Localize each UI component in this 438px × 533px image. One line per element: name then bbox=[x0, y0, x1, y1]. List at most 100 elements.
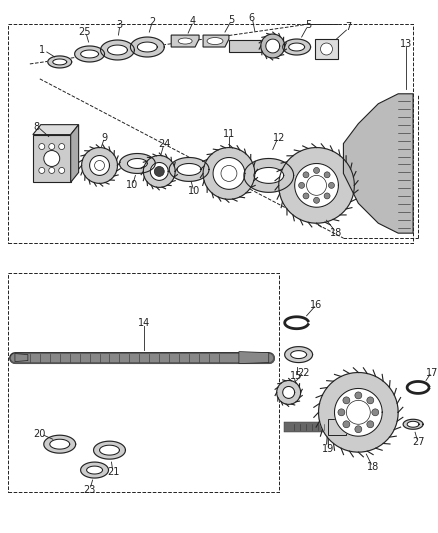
Polygon shape bbox=[291, 351, 307, 359]
Text: 15: 15 bbox=[290, 372, 303, 382]
Text: 7: 7 bbox=[345, 22, 352, 32]
Text: 25: 25 bbox=[78, 27, 91, 37]
Text: 6: 6 bbox=[249, 13, 255, 23]
Circle shape bbox=[95, 160, 105, 171]
Polygon shape bbox=[71, 125, 79, 182]
Polygon shape bbox=[81, 462, 109, 478]
Polygon shape bbox=[203, 148, 255, 199]
Polygon shape bbox=[87, 466, 102, 474]
Circle shape bbox=[355, 392, 362, 399]
Circle shape bbox=[324, 172, 330, 178]
Polygon shape bbox=[343, 94, 413, 233]
Circle shape bbox=[49, 167, 55, 173]
Text: 18: 18 bbox=[367, 462, 379, 472]
Polygon shape bbox=[254, 167, 284, 183]
Text: 23: 23 bbox=[83, 485, 96, 495]
Polygon shape bbox=[285, 346, 313, 362]
Text: 13: 13 bbox=[400, 39, 412, 49]
Circle shape bbox=[321, 43, 332, 55]
Polygon shape bbox=[15, 353, 28, 361]
Polygon shape bbox=[203, 35, 229, 47]
Polygon shape bbox=[48, 56, 72, 68]
Circle shape bbox=[372, 409, 379, 416]
Polygon shape bbox=[131, 37, 164, 57]
Polygon shape bbox=[44, 435, 76, 453]
Polygon shape bbox=[81, 50, 99, 58]
Bar bbox=[229, 40, 269, 52]
Ellipse shape bbox=[178, 38, 192, 44]
Polygon shape bbox=[283, 39, 311, 55]
Polygon shape bbox=[318, 373, 398, 452]
Text: 2: 2 bbox=[149, 17, 155, 27]
Circle shape bbox=[338, 409, 345, 416]
Polygon shape bbox=[295, 164, 339, 207]
Polygon shape bbox=[127, 158, 147, 168]
Polygon shape bbox=[403, 419, 423, 429]
Polygon shape bbox=[81, 148, 117, 183]
Polygon shape bbox=[120, 154, 155, 173]
Polygon shape bbox=[407, 421, 419, 427]
Polygon shape bbox=[335, 389, 382, 436]
Text: 5: 5 bbox=[228, 15, 234, 25]
Polygon shape bbox=[169, 158, 209, 181]
Text: 16: 16 bbox=[311, 300, 323, 310]
Circle shape bbox=[59, 167, 65, 173]
Text: 3: 3 bbox=[117, 20, 123, 30]
Text: 19: 19 bbox=[322, 444, 335, 454]
Circle shape bbox=[343, 421, 350, 428]
Polygon shape bbox=[289, 43, 304, 51]
Polygon shape bbox=[261, 34, 285, 58]
Text: 4: 4 bbox=[190, 16, 196, 26]
Polygon shape bbox=[107, 45, 127, 55]
Circle shape bbox=[154, 166, 164, 176]
FancyBboxPatch shape bbox=[33, 135, 71, 182]
Text: 12: 12 bbox=[272, 133, 285, 143]
Polygon shape bbox=[239, 352, 269, 364]
Polygon shape bbox=[244, 158, 293, 192]
Polygon shape bbox=[94, 441, 125, 459]
Text: 1: 1 bbox=[39, 45, 45, 55]
Circle shape bbox=[39, 143, 45, 150]
Circle shape bbox=[307, 175, 326, 195]
Circle shape bbox=[44, 150, 60, 166]
Circle shape bbox=[303, 193, 309, 199]
Text: 8: 8 bbox=[34, 122, 40, 132]
Circle shape bbox=[346, 400, 370, 424]
Circle shape bbox=[314, 197, 320, 203]
Circle shape bbox=[221, 165, 237, 181]
Circle shape bbox=[367, 397, 374, 404]
Text: 21: 21 bbox=[107, 467, 120, 477]
Text: 18: 18 bbox=[330, 228, 343, 238]
Polygon shape bbox=[74, 46, 105, 62]
Text: 10: 10 bbox=[126, 180, 138, 190]
Polygon shape bbox=[266, 39, 280, 53]
Text: 11: 11 bbox=[223, 128, 235, 139]
Polygon shape bbox=[171, 35, 199, 47]
Polygon shape bbox=[150, 163, 168, 180]
Text: 20: 20 bbox=[34, 429, 46, 439]
Text: 27: 27 bbox=[412, 437, 424, 447]
Polygon shape bbox=[279, 148, 354, 223]
Polygon shape bbox=[33, 125, 79, 135]
Circle shape bbox=[303, 172, 309, 178]
Polygon shape bbox=[50, 439, 70, 449]
Polygon shape bbox=[213, 158, 245, 189]
Polygon shape bbox=[53, 59, 67, 65]
Polygon shape bbox=[101, 40, 134, 60]
Polygon shape bbox=[177, 164, 201, 175]
Text: 10: 10 bbox=[188, 187, 200, 196]
Text: 22: 22 bbox=[297, 368, 310, 377]
Text: 9: 9 bbox=[102, 133, 108, 143]
Circle shape bbox=[324, 193, 330, 199]
Circle shape bbox=[59, 143, 65, 150]
Circle shape bbox=[367, 421, 374, 428]
Circle shape bbox=[328, 182, 335, 188]
Text: 14: 14 bbox=[138, 318, 151, 328]
Polygon shape bbox=[99, 445, 120, 455]
Bar bbox=[328, 419, 346, 435]
Polygon shape bbox=[283, 386, 295, 398]
Polygon shape bbox=[90, 156, 110, 175]
Circle shape bbox=[355, 426, 362, 433]
Text: 17: 17 bbox=[426, 368, 438, 377]
Circle shape bbox=[343, 397, 350, 404]
